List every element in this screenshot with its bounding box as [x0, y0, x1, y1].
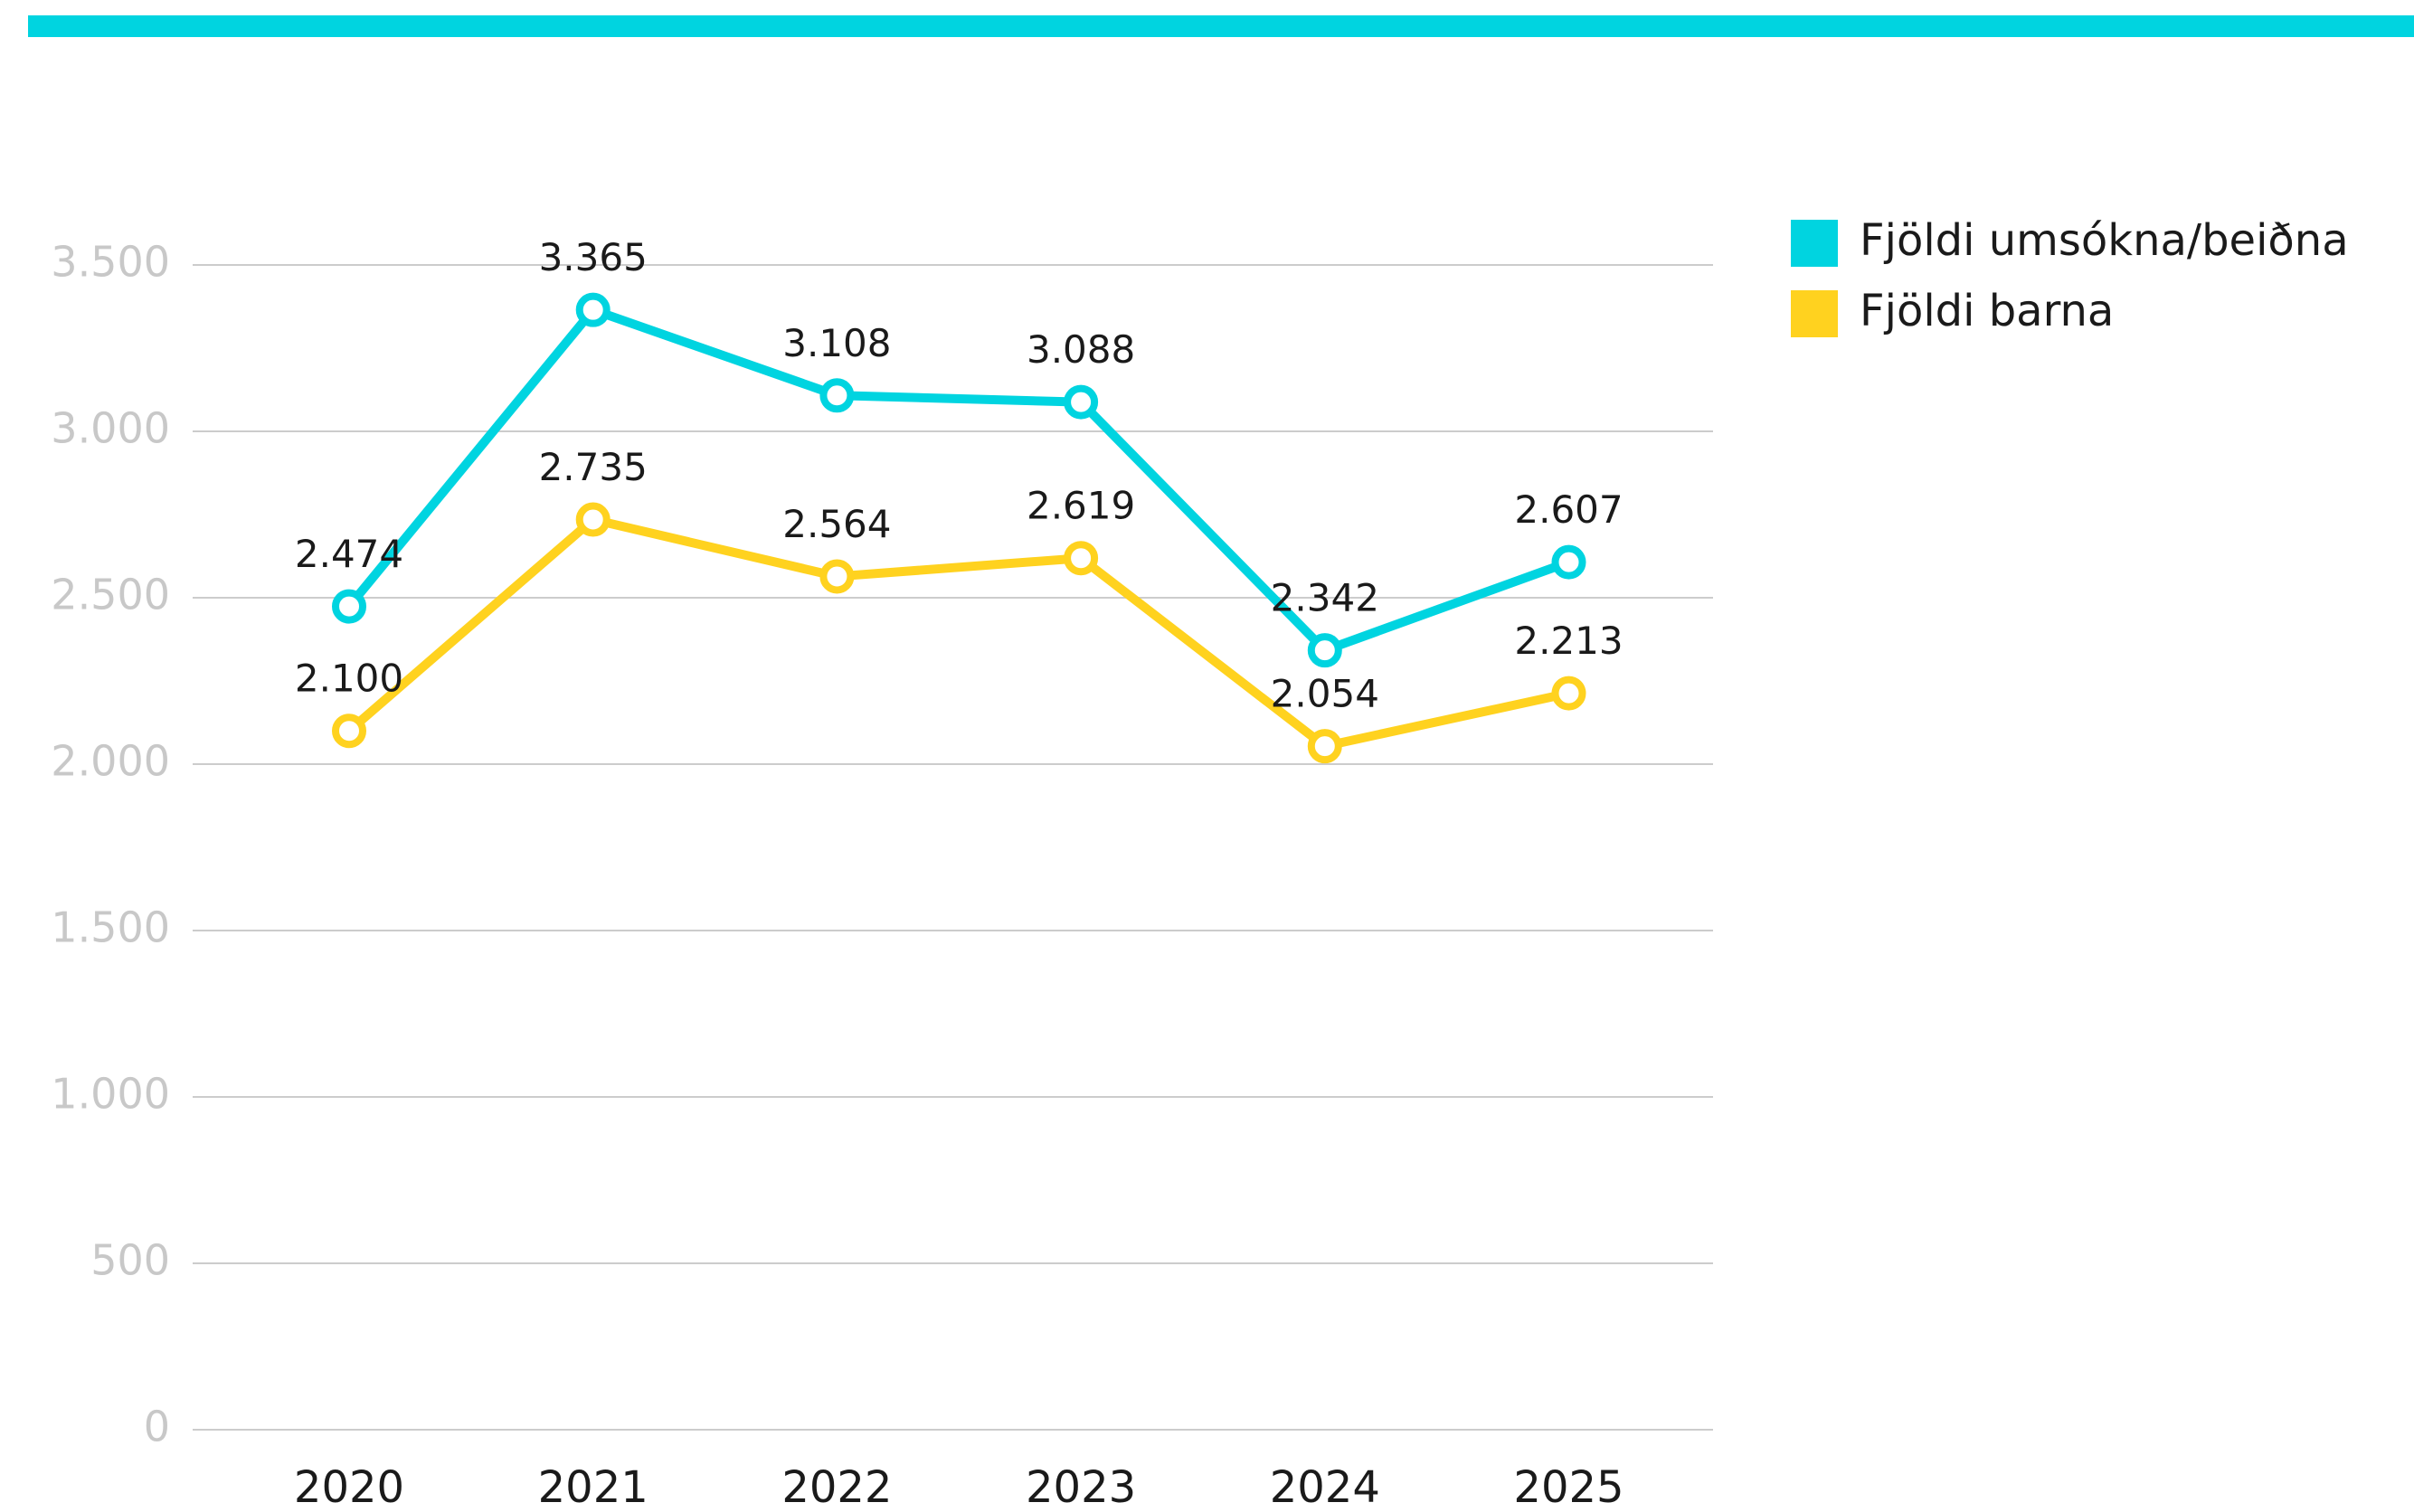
data-label: 3.365	[539, 235, 648, 279]
x-tick-label: 2022	[781, 1462, 892, 1512]
x-tick-label: 2025	[1513, 1462, 1624, 1512]
y-tick-label: 1.500	[51, 903, 170, 952]
legend-label: Fjöldi umsókna/beiðna	[1860, 215, 2349, 266]
point-marker	[1064, 541, 1099, 576]
data-label: 2.607	[1514, 487, 1623, 532]
data-label: 2.564	[782, 502, 891, 546]
point-marker	[1064, 384, 1099, 420]
point-marker	[819, 378, 855, 413]
series-line	[346, 305, 1571, 656]
point-marker	[1551, 676, 1586, 711]
x-tick-label: 2021	[538, 1462, 648, 1512]
series-line	[346, 515, 1570, 751]
point-marker	[1551, 544, 1586, 580]
data-label: 3.088	[1027, 327, 1135, 372]
data-label: 2.213	[1514, 619, 1623, 663]
point-marker	[1307, 729, 1342, 764]
point-marker	[575, 502, 611, 537]
data-label: 2.054	[1271, 672, 1379, 716]
y-tick-label: 2.500	[51, 571, 170, 619]
top-bar	[28, 15, 2414, 37]
point-marker	[332, 713, 366, 749]
data-label: 2.619	[1027, 484, 1135, 528]
x-tick-label: 2024	[1270, 1462, 1380, 1512]
point-marker	[332, 589, 366, 624]
point-marker	[819, 559, 855, 594]
data-label: 3.108	[782, 321, 891, 365]
legend-swatch	[1791, 290, 1838, 337]
y-tick-label: 1.000	[51, 1070, 170, 1119]
x-tick-label: 2020	[294, 1462, 404, 1512]
point-marker	[575, 292, 611, 327]
point-marker	[1307, 633, 1342, 668]
data-label: 2.100	[295, 657, 403, 701]
legend-swatch	[1791, 220, 1838, 267]
legend-label: Fjöldi barna	[1860, 286, 2114, 336]
y-tick-label: 500	[90, 1236, 170, 1285]
data-label: 2.342	[1271, 576, 1379, 620]
data-label: 2.735	[539, 445, 648, 489]
y-tick-label: 3.500	[51, 238, 170, 287]
y-tick-label: 3.000	[51, 404, 170, 453]
y-tick-label: 0	[144, 1403, 170, 1451]
data-label: 2.474	[295, 532, 403, 576]
x-tick-label: 2023	[1026, 1462, 1136, 1512]
y-tick-label: 2.000	[51, 737, 170, 786]
